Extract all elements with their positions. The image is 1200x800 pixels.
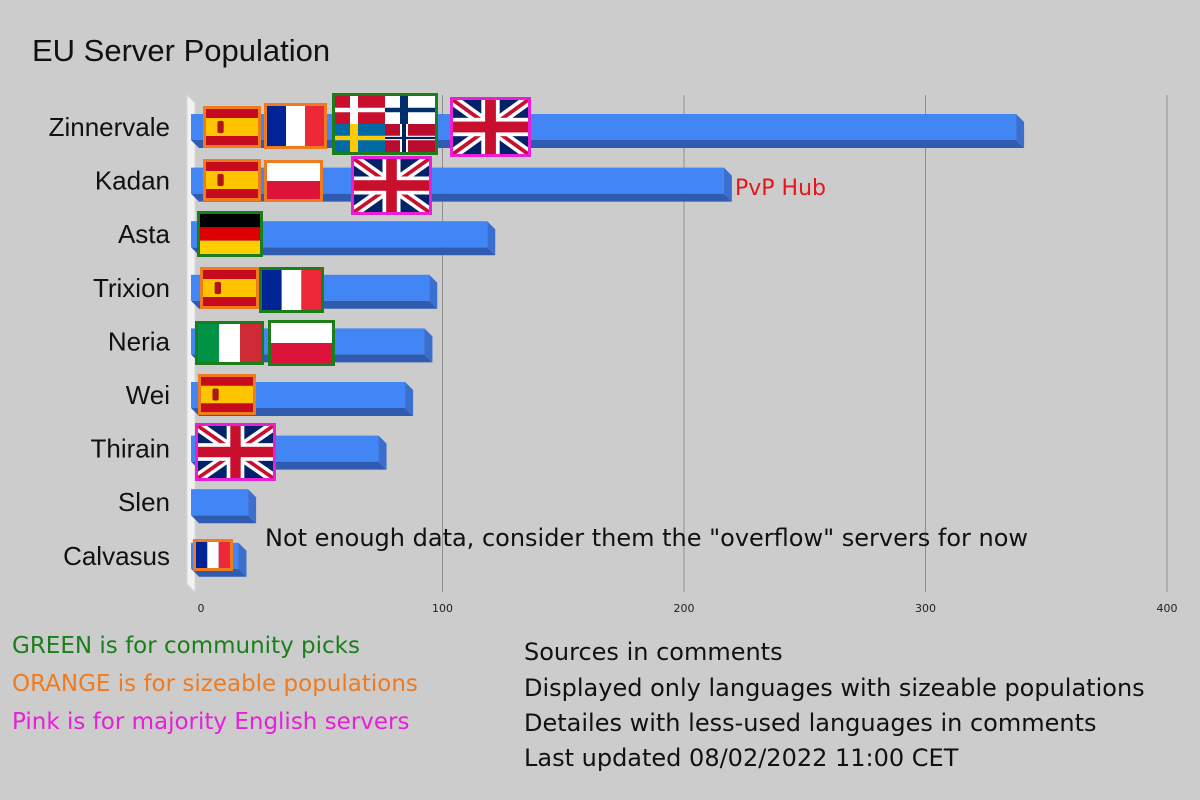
legend-green: GREEN is for community picks [12, 633, 360, 659]
flag-border [268, 320, 335, 366]
x-tick-label: 0 [198, 602, 205, 615]
category-label: Zinnervale [49, 112, 170, 142]
note-details: Detailes with less-used languages in com… [524, 709, 1097, 737]
flag-border [195, 321, 264, 365]
category-label: Trixion [93, 273, 170, 303]
flag-border [200, 267, 259, 309]
poland-flag [264, 160, 323, 202]
category-label: Kadan [95, 166, 170, 196]
note-updated: Last updated 08/02/2022 11:00 CET [524, 744, 959, 772]
spain-flag [200, 267, 259, 309]
note-sources: Sources in comments [524, 638, 783, 666]
germany-flag [197, 211, 263, 257]
x-tick-label: 400 [1157, 602, 1178, 615]
flag-border [332, 93, 438, 155]
flag-border [203, 106, 261, 148]
flag-border [198, 374, 256, 415]
flag-border [203, 159, 261, 201]
x-tick-label: 100 [432, 602, 453, 615]
annotation-pvp-hub: PvP Hub [735, 176, 826, 201]
annotation-overflow: Not enough data, consider them the "over… [265, 524, 1028, 552]
nordic-quad-flag [332, 93, 438, 155]
france-flag [264, 103, 327, 149]
flag-border [259, 267, 324, 313]
x-tick-label: 300 [915, 602, 936, 615]
spain-flag [203, 159, 261, 201]
category-label: Wei [126, 380, 170, 410]
legend-orange: ORANGE is for sizeable populations [12, 671, 418, 697]
legend-pink: Pink is for majority English servers [12, 709, 410, 735]
uk-flag [351, 156, 432, 215]
x-tick-label: 200 [674, 602, 695, 615]
france-flag [259, 267, 324, 313]
note-displayed: Displayed only languages with sizeable p… [524, 674, 1145, 702]
flag-border [351, 156, 432, 215]
category-label: Asta [118, 219, 171, 249]
france-flag [193, 539, 233, 571]
poland-flag [268, 320, 335, 366]
spain-flag [203, 106, 261, 148]
bar-slen [191, 489, 257, 524]
category-label: Thirain [91, 434, 170, 464]
flag-border [197, 211, 263, 257]
category-label: Slen [118, 487, 170, 517]
flag-border [450, 97, 531, 157]
flag-border [193, 539, 233, 571]
uk-flag [195, 423, 276, 481]
italy-flag [195, 321, 264, 365]
uk-flag [450, 97, 531, 157]
spain-flag [198, 374, 256, 415]
category-label: Calvasus [63, 541, 170, 571]
flag-border [264, 160, 323, 202]
flag-border [264, 103, 327, 149]
category-label: Neria [108, 326, 171, 356]
flag-border [195, 423, 276, 481]
chart-title: EU Server Population [32, 33, 331, 68]
